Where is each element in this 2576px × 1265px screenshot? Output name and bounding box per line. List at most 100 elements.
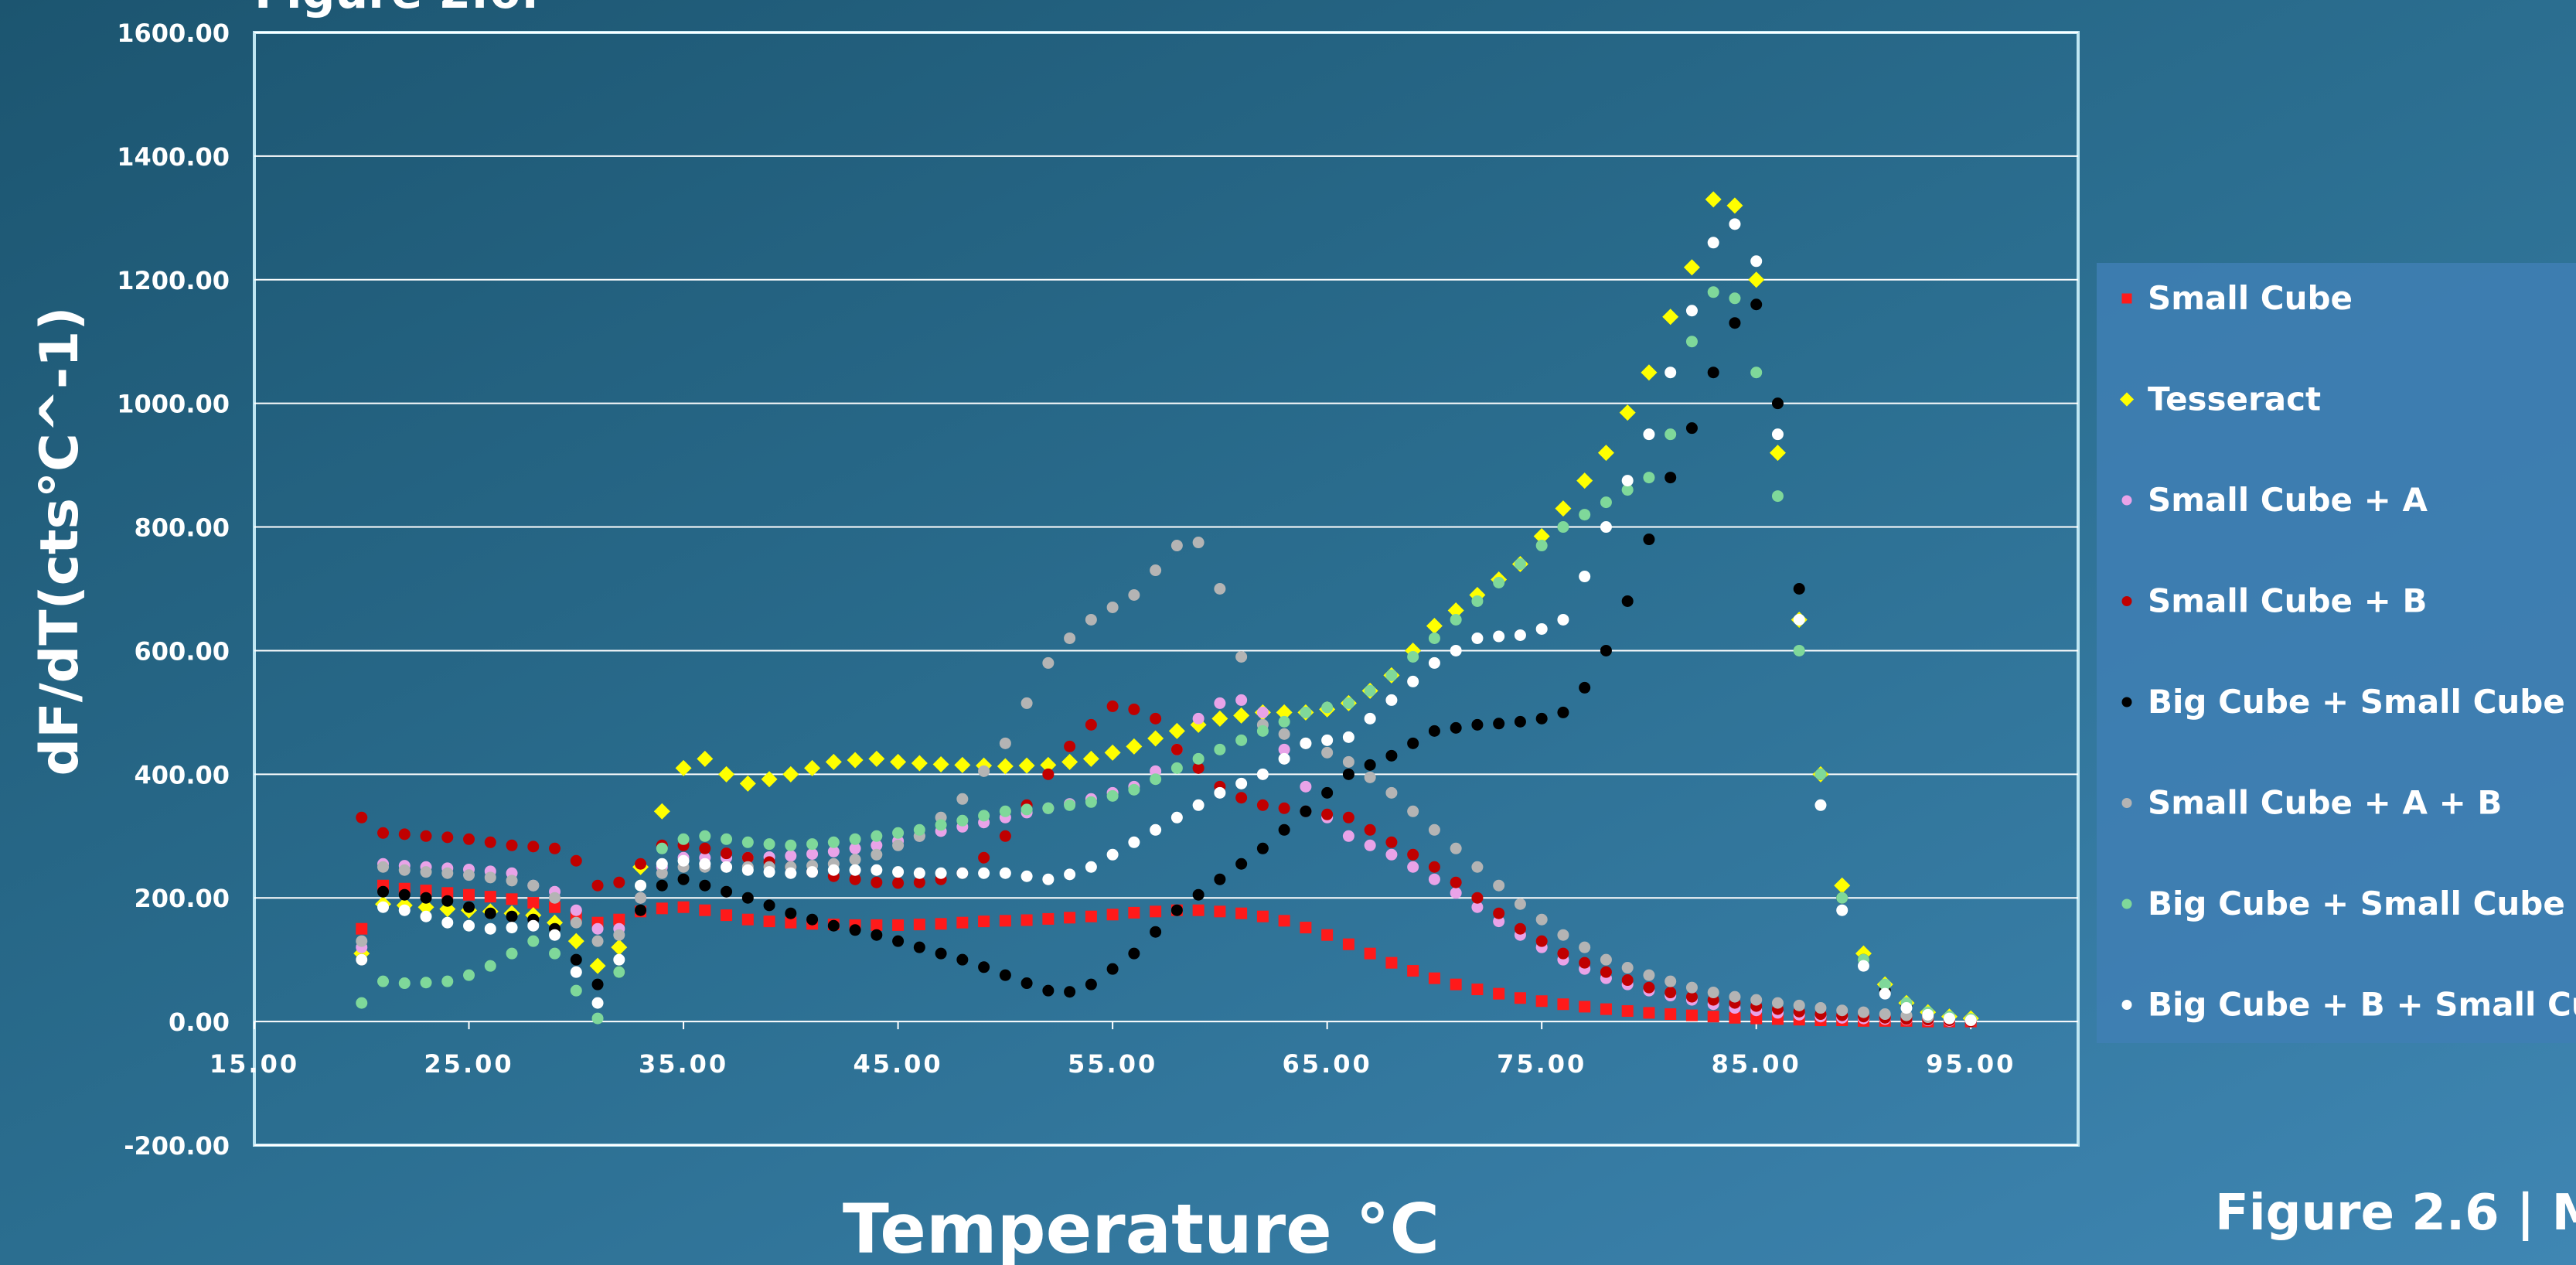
data-point [1750, 255, 1762, 267]
data-point [914, 942, 925, 953]
legend-marker [2122, 697, 2132, 708]
data-point [656, 880, 668, 892]
data-point [1257, 843, 1269, 854]
legend-label: Tesseract [2148, 380, 2321, 418]
legend-label: Small Cube [2148, 279, 2353, 317]
data-point [1321, 735, 1333, 746]
data-point [485, 837, 496, 848]
data-point [1214, 787, 1225, 799]
data-point [1385, 849, 1397, 861]
data-point [699, 843, 710, 854]
data-point [592, 979, 604, 991]
data-point [613, 967, 625, 978]
data-point [1042, 803, 1054, 814]
data-point [1600, 967, 1612, 978]
data-point [1257, 769, 1269, 780]
data-point [1279, 753, 1290, 765]
data-point [1042, 913, 1054, 925]
data-point [441, 895, 453, 907]
data-point [1343, 756, 1354, 768]
data-point [441, 976, 453, 987]
data-point [1450, 887, 1462, 898]
data-point [1708, 1011, 1719, 1022]
data-point [956, 868, 968, 879]
data-point [1686, 422, 1698, 434]
data-point [1064, 986, 1075, 997]
data-point [892, 840, 904, 851]
data-point [1622, 475, 1634, 486]
data-point [1407, 806, 1419, 817]
data-point [1300, 707, 1311, 718]
data-point [527, 920, 539, 932]
data-point [441, 917, 453, 929]
data-point [613, 954, 625, 966]
data-point [978, 852, 990, 864]
data-point [1600, 954, 1612, 966]
data-point [506, 893, 518, 905]
data-point [1321, 809, 1333, 820]
data-point [1579, 957, 1590, 969]
figure-title: Figure 2.6: [254, 0, 540, 19]
data-point [549, 929, 561, 941]
data-point [1279, 803, 1290, 814]
data-point [1686, 982, 1698, 994]
data-point [527, 840, 539, 852]
data-point [463, 889, 475, 901]
data-point [1536, 623, 1548, 635]
data-point [1557, 998, 1569, 1010]
data-point [1385, 837, 1397, 848]
data-point [742, 837, 754, 848]
data-point [571, 954, 582, 966]
data-point [721, 861, 732, 873]
data-point [356, 954, 367, 966]
data-point [806, 838, 818, 850]
data-point [1214, 874, 1225, 885]
data-point [978, 868, 990, 879]
data-point [592, 923, 604, 935]
data-point [506, 875, 518, 886]
data-point [421, 977, 432, 988]
data-point [1235, 735, 1247, 746]
data-point [721, 847, 732, 859]
data-point [1643, 534, 1654, 545]
data-point [571, 905, 582, 916]
data-point [1300, 781, 1311, 793]
data-point [956, 815, 968, 827]
data-point [1772, 397, 1784, 409]
data-point [613, 929, 625, 941]
data-point [1429, 725, 1440, 737]
data-point [1343, 731, 1354, 743]
data-point [1579, 509, 1590, 520]
legend-marker [2122, 294, 2132, 304]
data-point [1064, 912, 1075, 923]
data-point [1171, 540, 1183, 551]
data-point [1085, 861, 1097, 873]
y-tick-label: 600.00 [135, 636, 230, 666]
data-point [1000, 868, 1011, 879]
data-point [978, 810, 990, 821]
data-point [764, 899, 775, 911]
data-point [1836, 905, 1848, 916]
data-point [1515, 992, 1526, 1004]
data-point [1128, 704, 1140, 715]
data-point [377, 827, 389, 839]
data-point [421, 911, 432, 922]
data-point [1128, 837, 1140, 848]
y-tick-label: 1000.00 [117, 390, 230, 419]
data-point [1729, 292, 1740, 304]
data-point [1257, 800, 1269, 811]
data-point [1407, 651, 1419, 663]
data-point [871, 919, 882, 931]
legend-label: Small Cube + A [2148, 481, 2428, 519]
data-point [1085, 614, 1097, 626]
data-point [1965, 1014, 1977, 1026]
y-tick-label: 1200.00 [117, 266, 230, 295]
data-point [871, 929, 882, 941]
data-point [678, 855, 690, 867]
data-point [399, 889, 411, 901]
data-point [549, 892, 561, 904]
y-tick-label: 400.00 [135, 760, 230, 789]
data-point [485, 891, 496, 902]
data-point [1622, 962, 1634, 973]
data-point [463, 970, 475, 981]
